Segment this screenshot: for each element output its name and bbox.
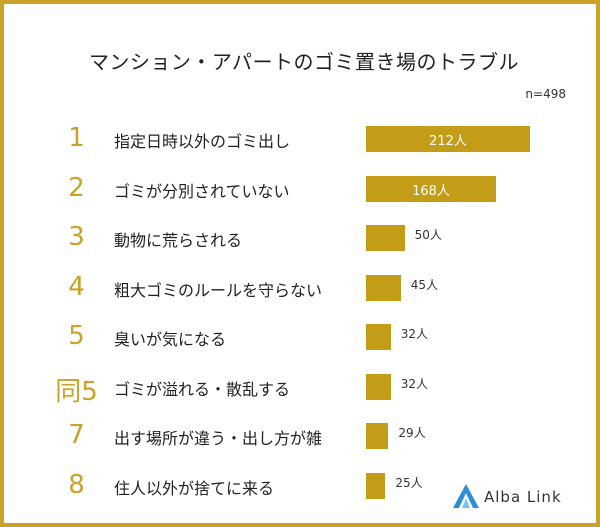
rank-label: 3 <box>68 222 85 252</box>
bar-row: 8 住人以外が捨てに来る 25人 <box>4 464 600 508</box>
bar <box>366 423 389 449</box>
category-label: 出す場所が違う・出し方が雑 <box>114 429 323 448</box>
value-label: 32人 <box>400 376 429 391</box>
bar-row: 1 指定日時以外のゴミ出し 212人 <box>4 117 600 161</box>
bar-row: 7 出す場所が違う・出し方が雑 29人 <box>4 414 600 458</box>
bar <box>366 472 386 499</box>
value-label: 32人 <box>400 327 429 341</box>
bar <box>366 225 405 251</box>
brand-logo-icon <box>453 484 479 508</box>
bar <box>366 126 530 152</box>
category-label: 指定日時以外のゴミ出し <box>114 132 291 151</box>
rank-label: 同5 <box>55 376 98 407</box>
rank-label: 2 <box>68 172 85 203</box>
bar-row: 4 粗大ゴミのルールを守らない 45人 <box>4 266 600 310</box>
bar <box>366 274 401 301</box>
value-label: 25人 <box>395 475 423 490</box>
sample-size-label: n=498 <box>525 87 566 101</box>
brand-logo: Alba Link <box>450 483 570 511</box>
bar <box>366 175 496 202</box>
category-label: 臭いが気になる <box>114 330 227 349</box>
value-label: 168人 <box>412 183 450 199</box>
bar-row: 5 臭いが気になる 32人 <box>4 315 600 359</box>
rank-label: 4 <box>68 271 85 302</box>
bar <box>366 373 391 400</box>
category-label: ゴミが溢れる・散乱する <box>114 379 291 399</box>
rank-label: 1 <box>68 123 85 153</box>
bar-row: 3 動物に荒らされる 50人 <box>4 216 600 260</box>
bar <box>366 324 391 350</box>
category-label: 粗大ゴミのルールを守らない <box>114 280 323 300</box>
bar-row: 2 ゴミが分別されていない 168人 <box>4 167 600 211</box>
category-label: 住人以外が捨てに来る <box>114 478 275 498</box>
bar-row: 同5 ゴミが溢れる・散乱する 32人 <box>4 365 600 409</box>
brand-name: Alba Link <box>484 488 562 506</box>
value-label: 50人 <box>414 228 442 242</box>
category-label: 動物に荒らされる <box>114 231 243 250</box>
value-label: 212人 <box>429 134 467 149</box>
chart-title: マンション・アパートのゴミ置き場のトラブル <box>88 50 520 74</box>
value-label: 29人 <box>398 426 426 440</box>
category-label: ゴミが分別されていない <box>114 181 290 201</box>
value-label: 45人 <box>410 277 439 292</box>
rank-label: 8 <box>68 469 85 500</box>
rank-label: 5 <box>68 321 85 351</box>
rank-label: 7 <box>68 420 85 450</box>
